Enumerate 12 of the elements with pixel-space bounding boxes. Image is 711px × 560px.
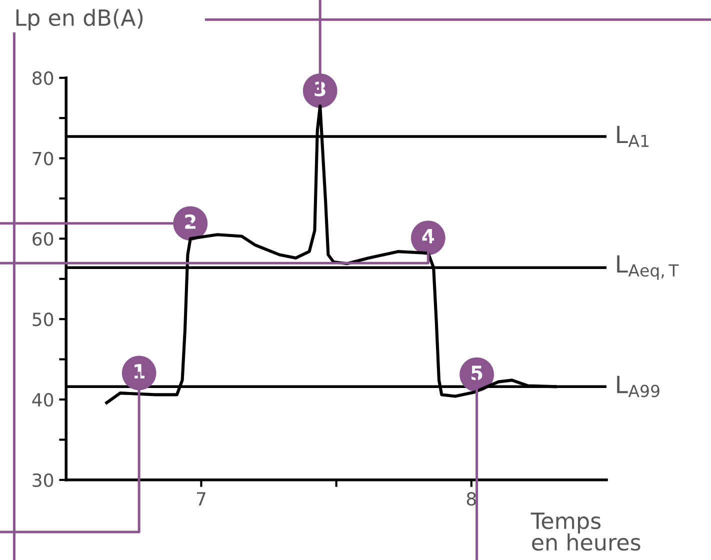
y-tick-label: 60 xyxy=(32,232,54,246)
y-axis-title: Lp en dB(A) xyxy=(16,8,143,30)
x-axis-title: Temps en heures xyxy=(530,512,640,551)
y-tick-label: 70 xyxy=(32,152,54,166)
ref-line-label: L$_{A1}$ xyxy=(617,126,648,147)
y-tick-label: 50 xyxy=(32,312,54,326)
x-tick-label: 7 xyxy=(196,492,206,506)
y-tick-label: 40 xyxy=(32,392,54,407)
y-tick-label: 30 xyxy=(32,473,54,488)
y-tick-label: 80 xyxy=(32,71,54,85)
ref-line-label: L$_{A99}$ xyxy=(617,376,660,398)
ref-line-label: L$_{Aeq,T}$ xyxy=(617,255,679,280)
